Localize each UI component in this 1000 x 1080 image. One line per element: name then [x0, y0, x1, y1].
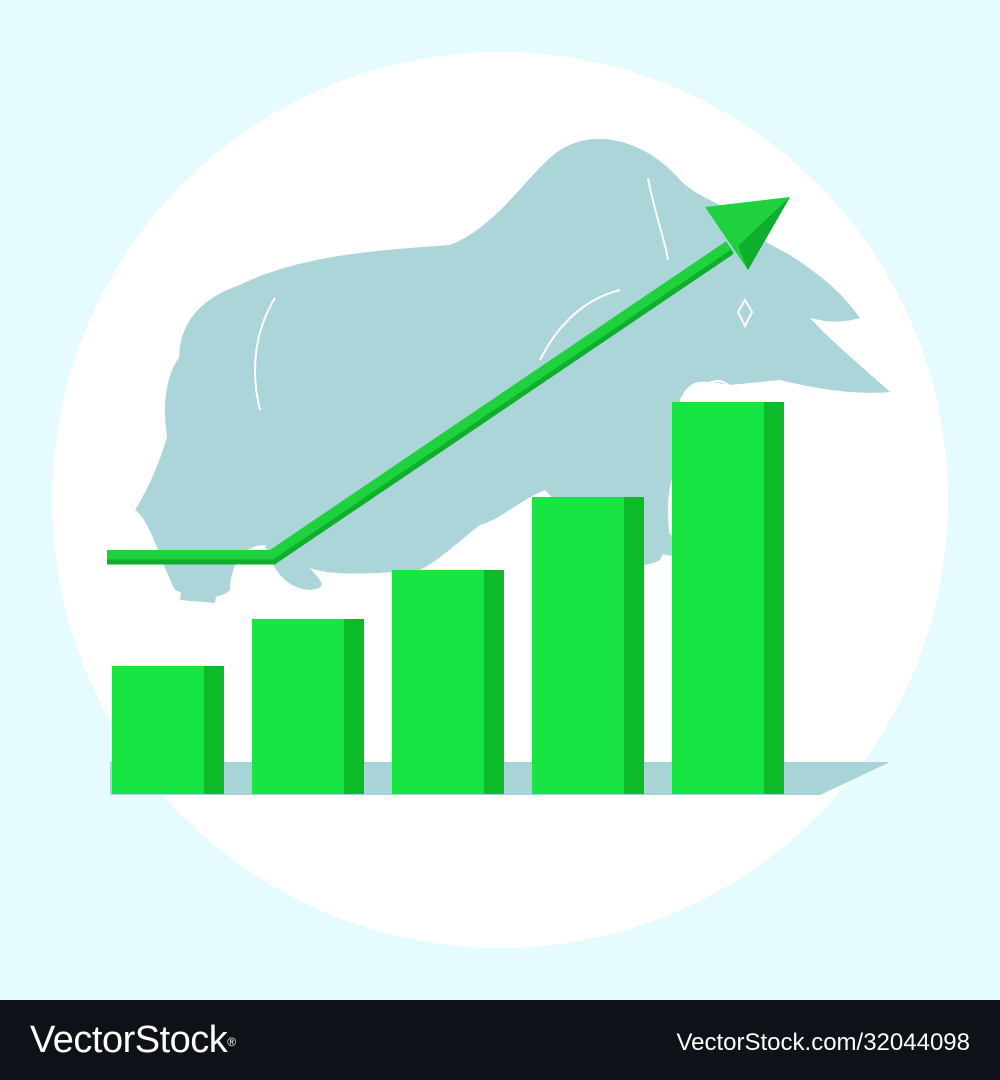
watermark-footer: VectorStock® VectorStock.com/32044098 [0, 1000, 1000, 1080]
bull-silhouette [135, 138, 890, 603]
illustration-canvas [52, 52, 948, 948]
bar-4 [532, 497, 644, 794]
image-id-text: VectorStock.com/32044098 [676, 1029, 970, 1056]
growth-arrow [107, 197, 790, 565]
bar-5 [672, 402, 784, 794]
illustration [52, 52, 948, 948]
brand-logo: VectorStock® [30, 1019, 236, 1061]
bull-outline-details [254, 177, 754, 411]
bar-2 [252, 619, 364, 794]
bar-3 [392, 570, 504, 794]
arrow-head [705, 197, 790, 270]
bar-1 [112, 666, 224, 794]
